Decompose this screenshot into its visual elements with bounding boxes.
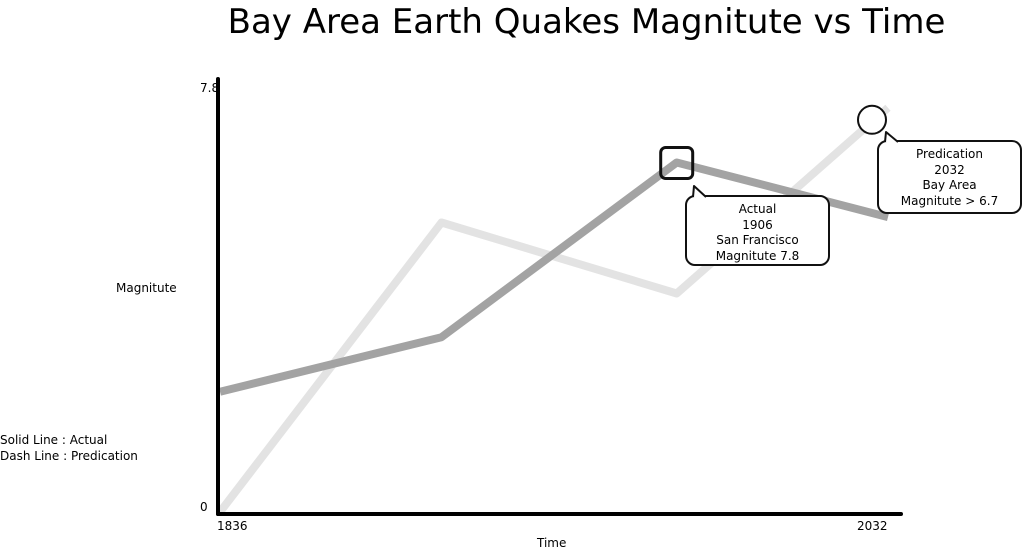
x-axis-label: Time: [537, 536, 567, 550]
series-line-prediction: [216, 104, 891, 515]
annotation-actual-callout: Actual 1906 San Francisco Magnitute 7.8: [685, 195, 830, 266]
x-tick-label-end: 2032: [857, 519, 888, 533]
annotation-marker-square: [659, 146, 695, 180]
legend-entry-prediction: Dash Line : Predication: [0, 449, 138, 463]
annotation-line: Magnitute > 6.7: [900, 193, 999, 208]
annotation-line: 2032: [934, 162, 965, 177]
y-tick-label-min: 0: [200, 500, 208, 514]
annotation-prediction-callout: Predication 2032 Bay Area Magnitute > 6.…: [877, 140, 1022, 214]
y-axis-label: Magnitute: [116, 281, 177, 295]
marker-layer: [659, 104, 887, 180]
annotation-line: San Francisco: [716, 233, 799, 247]
legend-entry-actual: Solid Line : Actual: [0, 433, 108, 447]
x-tick-label-start: 1836: [217, 519, 248, 533]
annotation-line: Magnitute 7.8: [715, 248, 800, 263]
legend: Solid Line : Actual Dash Line : Predicat…: [0, 432, 138, 464]
series-layer: [216, 104, 891, 515]
y-tick-label-max: 7.8: [200, 81, 220, 95]
annotation-marker-circle: [857, 104, 887, 135]
annotation-line: Bay Area: [922, 178, 977, 192]
annotation-line: Actual: [738, 202, 777, 216]
annotation-line: Predication: [916, 147, 983, 161]
series-line-actual: [219, 158, 890, 396]
annotation-line: 1906: [742, 217, 773, 232]
chart-title: Bay Area Earth Quakes Magnitute vs Time: [227, 2, 946, 42]
